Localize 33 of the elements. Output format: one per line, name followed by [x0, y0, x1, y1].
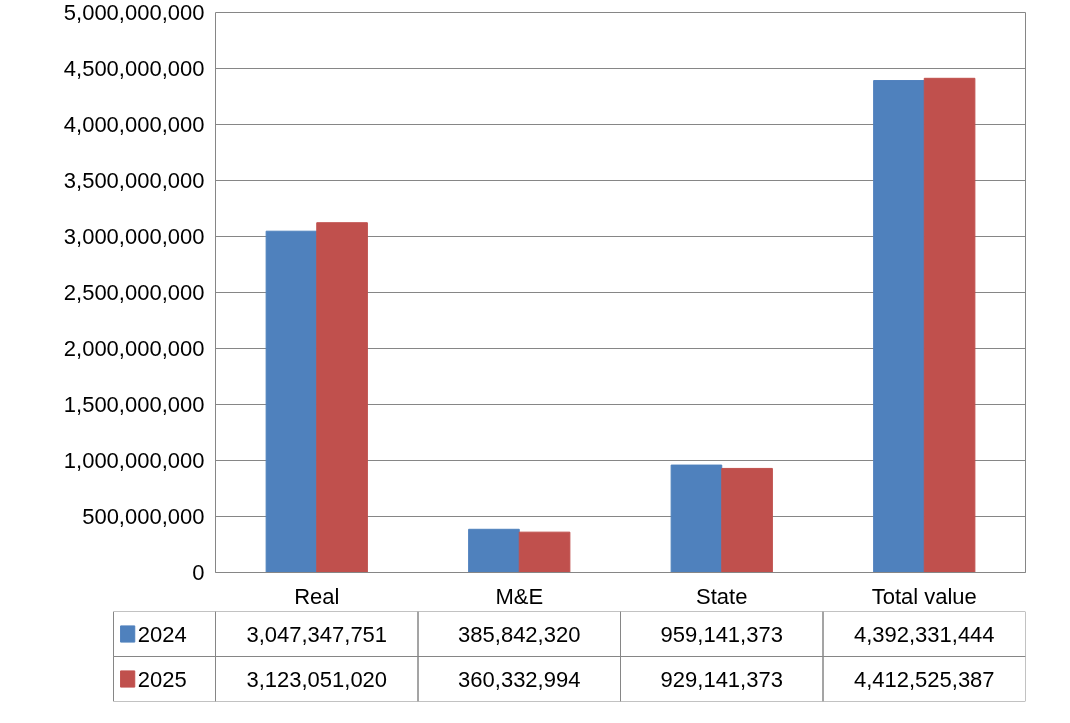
y-tick-label: 2,000,000,000	[63, 336, 205, 361]
data-label: 360,332,994	[458, 666, 581, 692]
legend-label: 2025	[137, 666, 187, 692]
y-tick-label: 1,000,000,000	[63, 448, 205, 473]
y-tick-label: 4,000,000,000	[63, 112, 205, 137]
bar	[316, 222, 368, 573]
y-tick-label: 4,500,000,000	[63, 56, 205, 81]
x-tick-label: Real	[294, 583, 340, 609]
y-tick-label: 500,000,000	[82, 504, 205, 529]
y-tick-label: 3,500,000,000	[63, 168, 205, 193]
bar	[721, 467, 773, 573]
y-tick-label: 0	[192, 560, 205, 585]
data-label: 3,123,051,020	[246, 666, 388, 692]
bar	[265, 230, 318, 573]
bar	[518, 531, 571, 573]
data-label: 3,047,347,751	[246, 621, 388, 647]
data-label: 4,392,331,444	[853, 621, 995, 647]
y-tick-label: 2,500,000,000	[63, 280, 205, 305]
data-label: 4,412,525,387	[853, 666, 995, 692]
data-label: 385,842,320	[458, 621, 581, 647]
data-label: 959,141,373	[660, 621, 783, 647]
x-tick-label: State	[696, 583, 748, 609]
x-tick-label: Total value	[871, 583, 977, 609]
y-tick-label: 1,500,000,000	[63, 392, 205, 417]
bar	[670, 464, 723, 573]
y-tick-label: 5,000,000,000	[63, 0, 205, 25]
y-tick-label: 3,000,000,000	[63, 224, 205, 249]
data-label: 929,141,373	[660, 666, 783, 692]
legend-label: 2024	[137, 621, 187, 647]
bar	[923, 77, 976, 573]
bar	[468, 528, 520, 573]
x-tick-label: M&E	[495, 583, 544, 609]
bar	[873, 80, 925, 573]
